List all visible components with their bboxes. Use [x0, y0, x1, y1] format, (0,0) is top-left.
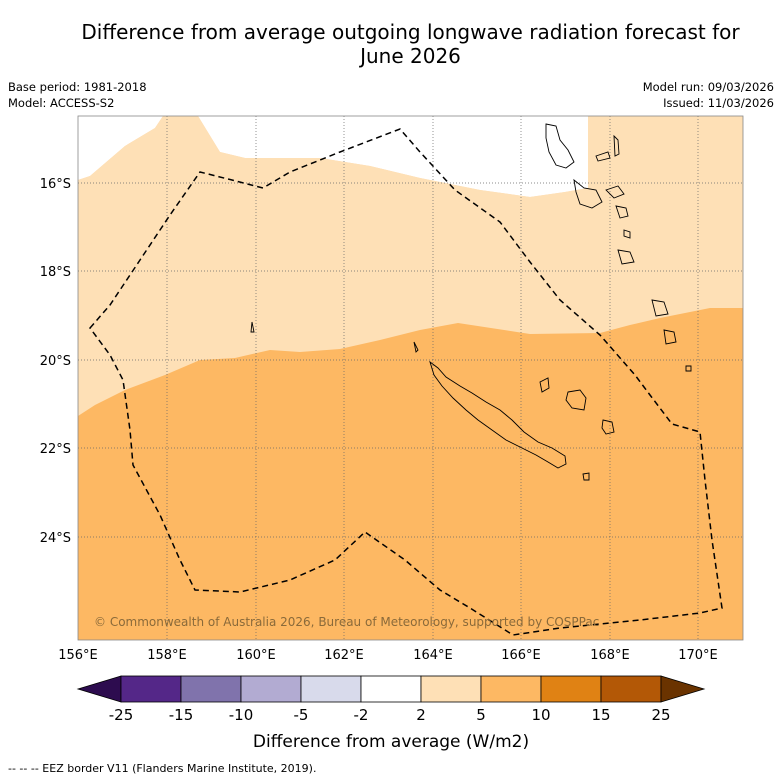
chart-title: Difference from average outgoing longwav… [0, 20, 781, 68]
latitude-labels: 16°S 18°S 20°S 22°S 24°S [40, 177, 71, 546]
colorbar-segment [540, 675, 602, 703]
lon-label-160e: 160°E [236, 648, 276, 663]
island-coastline [539, 377, 550, 393]
lon-label-164e: 164°E [413, 648, 453, 663]
coastlines [250, 123, 692, 481]
colorbar-tick-label: -5 [294, 706, 309, 724]
colorbar-segment [300, 675, 362, 703]
island-coastline [413, 341, 419, 353]
lon-label-162e: 162°E [324, 648, 364, 663]
vanuatu-coastline [623, 229, 631, 239]
lon-label-158e: 158°E [147, 648, 187, 663]
colorbar-tick-label: -15 [169, 706, 194, 724]
island-coastline [685, 365, 692, 372]
vanuatu-coastline [595, 151, 611, 162]
vanuatu-coastline [605, 185, 625, 199]
colorbar-tick-label: 5 [476, 706, 486, 724]
lat-label-22s: 22°S [40, 442, 71, 457]
colorbar-tick-label: 15 [591, 706, 610, 724]
longitude-labels: 156°E 158°E 160°E 162°E 164°E 166°E 168°… [58, 648, 718, 663]
meta-left: Base period: 1981-2018 Model: ACCESS-S2 [8, 79, 147, 111]
lon-label-166e: 166°E [501, 648, 541, 663]
island-coastline [601, 419, 615, 435]
colorbar-tick-label: -10 [229, 706, 254, 724]
colorbar [76, 675, 706, 703]
island-coastline [250, 321, 255, 333]
base-period-text: Base period: 1981-2018 [8, 80, 147, 94]
lat-label-18s: 18°S [40, 265, 71, 280]
vanuatu-coastline [613, 134, 620, 157]
anomaly-2-5-region [78, 116, 743, 416]
eez-footnote: -- -- -- EEZ border V11 (Flanders Marine… [8, 762, 317, 775]
copyright-credit: © Commonwealth of Australia 2026, Bureau… [94, 615, 599, 629]
colorbar-segment [600, 675, 662, 703]
lon-label-170e: 170°E [678, 648, 718, 663]
new-caledonia-coastline [429, 360, 567, 469]
lon-label-156e: 156°E [58, 648, 98, 663]
lat-label-24s: 24°S [40, 531, 71, 546]
title-line-1: Difference from average outgoing longwav… [81, 20, 740, 44]
map-panel: © Commonwealth of Australia 2026, Bureau… [78, 116, 743, 640]
vanuatu-coastline [545, 123, 575, 169]
model-run-text: Model run: 09/03/2026 [642, 80, 774, 94]
lat-label-20s: 20°S [40, 354, 71, 369]
colorbar-title: Difference from average (W/m2) [253, 732, 529, 752]
colorbar-labels: -25 -15 -10 -5 -2 2 5 10 15 25 Differenc… [109, 706, 671, 752]
colorbar-extend-high [660, 675, 706, 703]
lon-label-168e: 168°E [590, 648, 630, 663]
colorbar-segment [120, 675, 182, 703]
graticule [78, 116, 743, 640]
colorbar-extend-low [76, 675, 122, 703]
vanuatu-coastline [651, 299, 669, 317]
eez-border [89, 128, 723, 636]
meta-right: Model run: 09/03/2026 Issued: 11/03/2026 [643, 79, 774, 111]
colorbar-tick-label: 25 [651, 706, 670, 724]
title-line-2: June 2026 [360, 44, 461, 68]
island-coastline [582, 472, 590, 481]
anomaly-neutral-region [78, 116, 163, 180]
colorbar-tick-label: -2 [354, 706, 369, 724]
vanuatu-coastline [617, 249, 635, 265]
colorbar-segment [480, 675, 542, 703]
issued-text: Issued: 11/03/2026 [663, 96, 774, 110]
lat-label-16s: 16°S [40, 177, 71, 192]
vanuatu-coastline [663, 329, 677, 345]
model-text: Model: ACCESS-S2 [8, 96, 115, 110]
vanuatu-coastline [573, 178, 603, 209]
colorbar-segment [240, 675, 302, 703]
island-coastline [565, 389, 587, 411]
colorbar-segment [180, 675, 242, 703]
colorbar-segment [360, 675, 422, 703]
anomaly-neutral-region [198, 116, 588, 197]
colorbar-tick-label: 10 [531, 706, 550, 724]
vanuatu-coastline [615, 205, 629, 219]
colorbar-segment [420, 675, 482, 703]
colorbar-tick-label: 2 [416, 706, 426, 724]
map-frame [77, 115, 744, 641]
colorbar-tick-label: -25 [109, 706, 134, 724]
